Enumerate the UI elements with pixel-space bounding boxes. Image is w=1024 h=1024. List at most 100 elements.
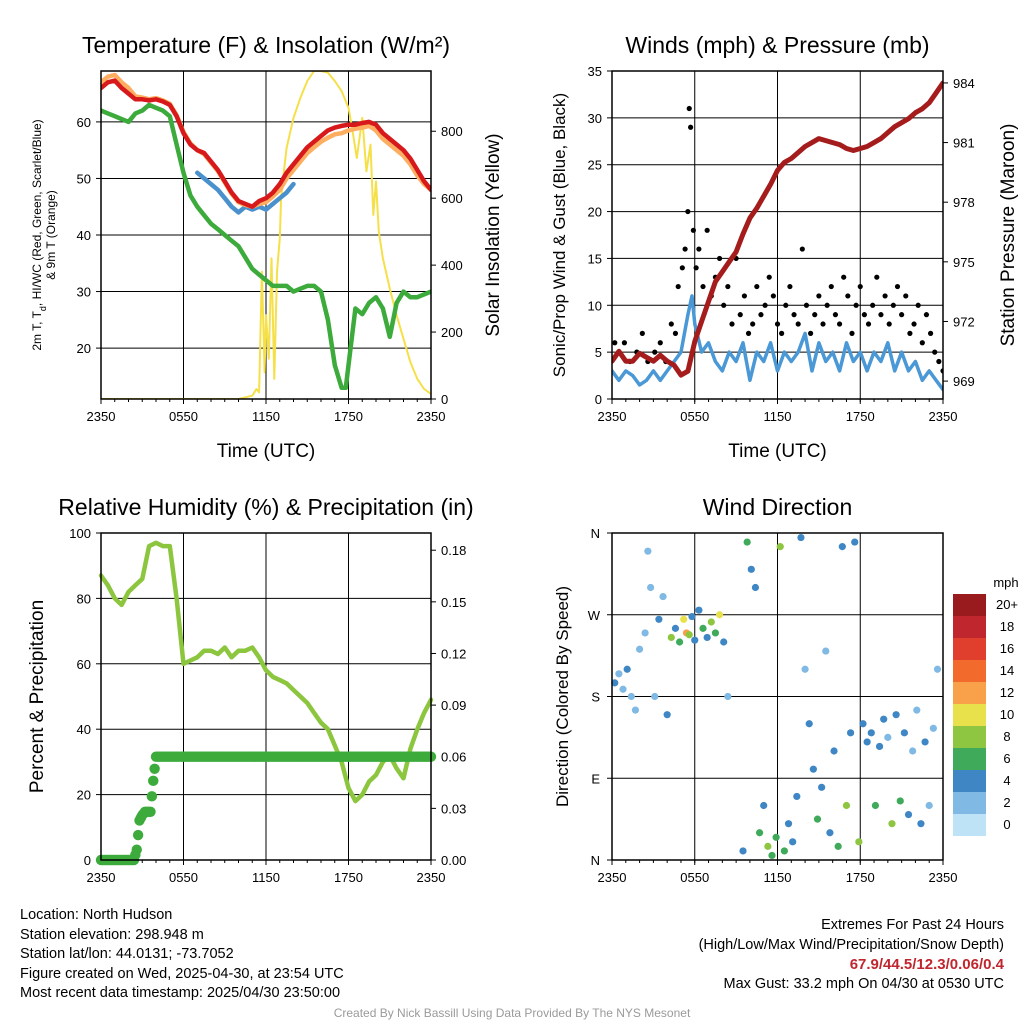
- x-tick-label: 1150: [764, 409, 792, 424]
- direction-point: [675, 638, 684, 646]
- direction-point: [863, 738, 871, 746]
- plot-border: [100, 532, 432, 861]
- direction-point: [784, 820, 793, 828]
- gust-point: [787, 283, 793, 290]
- direction-point: [801, 665, 809, 673]
- direction-point: [720, 638, 728, 646]
- gust-point: [741, 293, 748, 299]
- direction-point: [855, 838, 863, 846]
- y-tick-label: 60: [77, 657, 91, 672]
- gust-point: [849, 330, 855, 336]
- chart-title: Wind Direction: [703, 494, 853, 520]
- direction-point: [933, 665, 942, 673]
- gust-point: [865, 321, 872, 327]
- direction-point: [627, 692, 635, 701]
- gust-point: [936, 358, 942, 365]
- y-tick-label: 20: [77, 341, 91, 356]
- elevation-text: Station elevation: 298.948 m: [20, 926, 204, 943]
- direction-point: [875, 742, 884, 751]
- y-tick-label: 40: [77, 228, 91, 243]
- gust-point: [820, 321, 826, 327]
- direction-point: [900, 729, 908, 737]
- gust-point: [927, 330, 934, 336]
- gust-point: [729, 321, 735, 327]
- direction-point: [631, 706, 640, 714]
- gust-point: [899, 312, 905, 318]
- direction-point: [711, 629, 720, 637]
- latlon-text: Station lat/lon: 44.0131; -73.7052: [20, 946, 234, 962]
- legend-label: 2: [1003, 795, 1010, 810]
- legend-swatch: [953, 726, 986, 748]
- precip-point: [132, 829, 144, 841]
- max-gust-text: Max Gust: 33.2 mph On 04/30 at 0530 UTC: [723, 975, 1004, 992]
- direction-point: [809, 765, 817, 773]
- legend-swatch: [953, 638, 986, 660]
- temp-2m-line: [101, 78, 431, 209]
- legend-label: 16: [1000, 641, 1014, 656]
- gust-point: [915, 302, 921, 308]
- legend-label: 0: [1003, 817, 1010, 832]
- x-tick-label: 0550: [169, 870, 198, 885]
- direction-point: [667, 633, 675, 642]
- location-text: Location: North Hudson: [20, 907, 173, 923]
- direction-point: [695, 606, 703, 614]
- gust-point: [853, 302, 859, 308]
- gust-point: [652, 349, 658, 355]
- x-tick-label: 2350: [417, 870, 446, 885]
- humidity-series: [95, 540, 437, 866]
- y-tick-label: 60: [77, 115, 91, 130]
- y2-tick-label: 800: [441, 124, 463, 139]
- y2-tick-label: 969: [953, 374, 975, 389]
- y2-tick-label: 0: [441, 392, 448, 407]
- precip-point: [131, 844, 142, 855]
- direction-point: [739, 847, 747, 855]
- direction-point: [921, 738, 929, 746]
- gust-point: [737, 312, 743, 318]
- extremes-info: Extremes For Past 24 Hours (High/Low/Max…: [699, 916, 1004, 994]
- y2-tick-label: 984: [953, 76, 975, 91]
- gust-point: [668, 321, 674, 327]
- gust-point: [932, 349, 938, 355]
- gust-point: [700, 283, 706, 290]
- direction-point: [929, 724, 937, 732]
- legend-label: 18: [1000, 619, 1014, 634]
- y-tick-label: 10: [588, 298, 602, 313]
- direction-point: [615, 670, 623, 678]
- gust-point: [894, 283, 901, 290]
- gust-point: [841, 274, 847, 280]
- gust-point: [679, 265, 685, 271]
- direction-point: [743, 538, 751, 546]
- gust-point: [762, 302, 768, 308]
- extremes-subtitle: (High/Low/Max Wind/Precipitation/Snow De…: [698, 936, 1004, 953]
- y2-tick-label: 200: [441, 325, 463, 340]
- y-tick-label: 5: [595, 345, 602, 360]
- y-tick-label: N: [591, 853, 600, 868]
- created-text: Figure created on Wed, 2025-04-30, at 23…: [20, 965, 344, 982]
- gust-point: [716, 255, 723, 262]
- x-tick-label: 2350: [598, 409, 627, 424]
- station-info: Location: North Hudson Station elevation…: [20, 906, 344, 1004]
- y-tick-label: 20: [588, 205, 602, 220]
- x-tick-label: 1150: [252, 870, 280, 885]
- gust-point: [682, 246, 688, 252]
- plot-border: [611, 532, 944, 861]
- gust-point: [911, 321, 917, 327]
- gust-point: [886, 321, 892, 327]
- y-tick-label: 100: [69, 526, 91, 541]
- gust-point: [688, 124, 694, 130]
- direction-point: [724, 692, 732, 701]
- precip-point: [149, 763, 160, 774]
- direction-point: [859, 720, 867, 728]
- gust-point: [903, 293, 909, 299]
- y-axis-label: 2m T, Td, HI/WC (Red, Green, Scarlet/Blu…: [30, 119, 58, 350]
- legend-title: mph: [993, 575, 1018, 590]
- y-tick-label: 20: [77, 788, 91, 803]
- legend-label: 20+: [996, 597, 1018, 612]
- chart-title: Temperature (F) & Insolation (W/m²): [82, 32, 450, 58]
- insolation-line: [101, 71, 431, 399]
- chart-title: Winds (mph) & Pressure (mb): [625, 32, 929, 58]
- gust-point: [857, 283, 863, 290]
- direction-point: [663, 711, 671, 719]
- direction-point: [755, 829, 764, 837]
- gust-point: [861, 312, 867, 318]
